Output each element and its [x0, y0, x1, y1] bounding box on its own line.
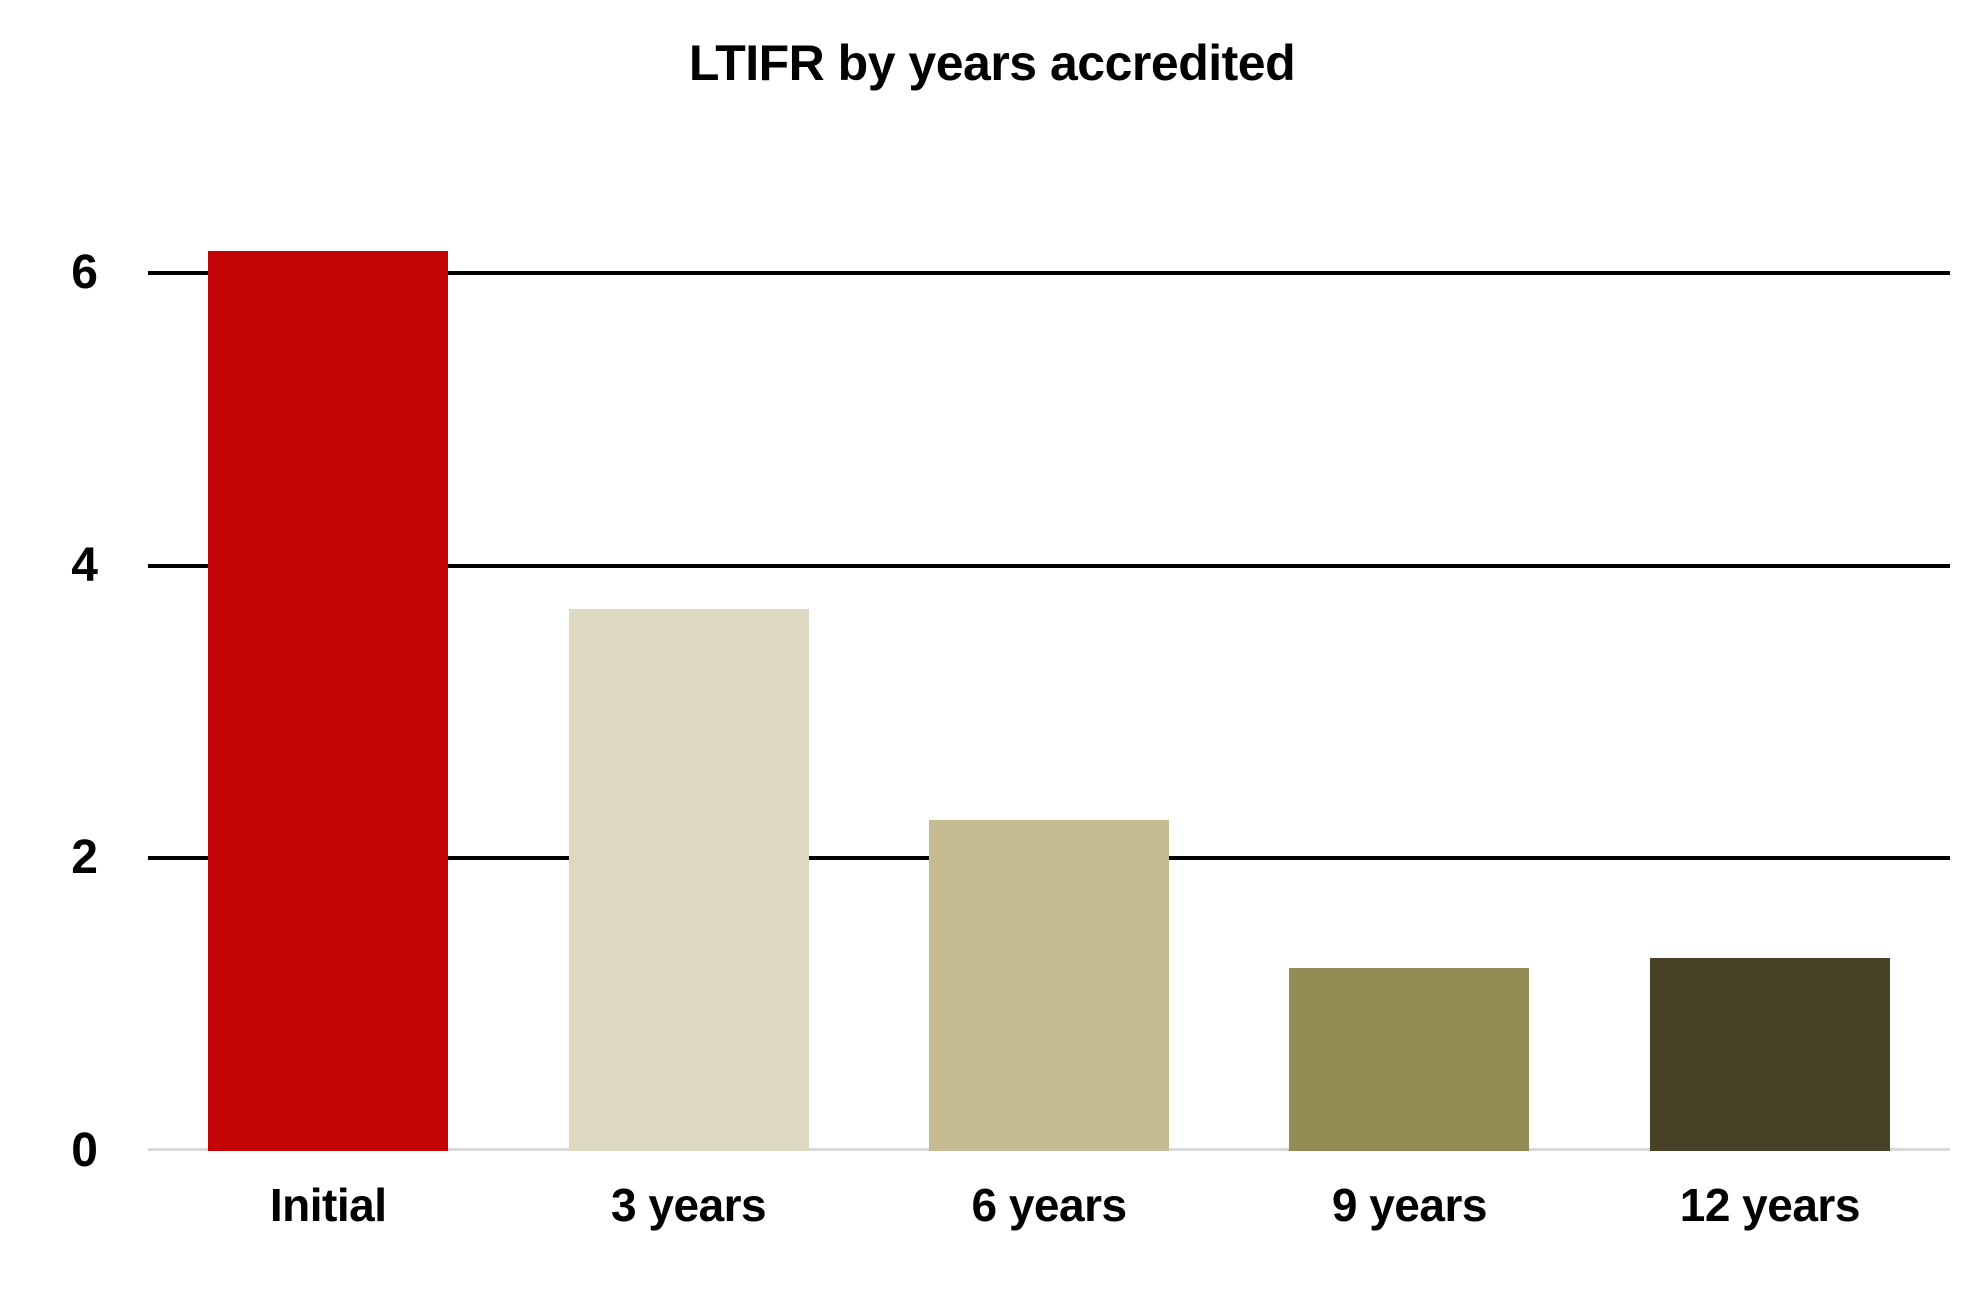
y-tick-label: 6 [71, 245, 98, 299]
bar-9-years [1289, 968, 1530, 1151]
bar-slot [148, 185, 508, 1151]
bar-slot [1229, 185, 1589, 1151]
y-tick-label: 2 [71, 831, 98, 885]
gridline [148, 563, 1950, 568]
bar-6-years [929, 820, 1170, 1151]
bar-initial [208, 250, 449, 1151]
x-tick-label: 3 years [611, 1179, 767, 1231]
x-axis-labels: Initial 3 years 6 years 9 years 12 years [148, 1178, 1950, 1232]
bar-slot [1590, 185, 1950, 1151]
bar-slot [508, 185, 868, 1151]
y-tick-label: 4 [71, 538, 98, 592]
x-tick-label: 12 years [1679, 1179, 1861, 1231]
plot-area: 0 2 4 6 [71, 185, 1950, 1175]
gridline [148, 270, 1950, 275]
bar-3-years [568, 609, 809, 1151]
x-tick-label: 6 years [971, 1179, 1127, 1231]
chart-title: LTIFR by years accredited [688, 35, 1296, 91]
bars-row [148, 185, 1950, 1151]
y-tick-label: 0 [71, 1124, 98, 1177]
bar-12-years [1649, 957, 1890, 1151]
x-tick-label: Initial [269, 1179, 387, 1231]
bar-slot [869, 185, 1229, 1151]
x-tick-label: 9 years [1331, 1179, 1488, 1231]
